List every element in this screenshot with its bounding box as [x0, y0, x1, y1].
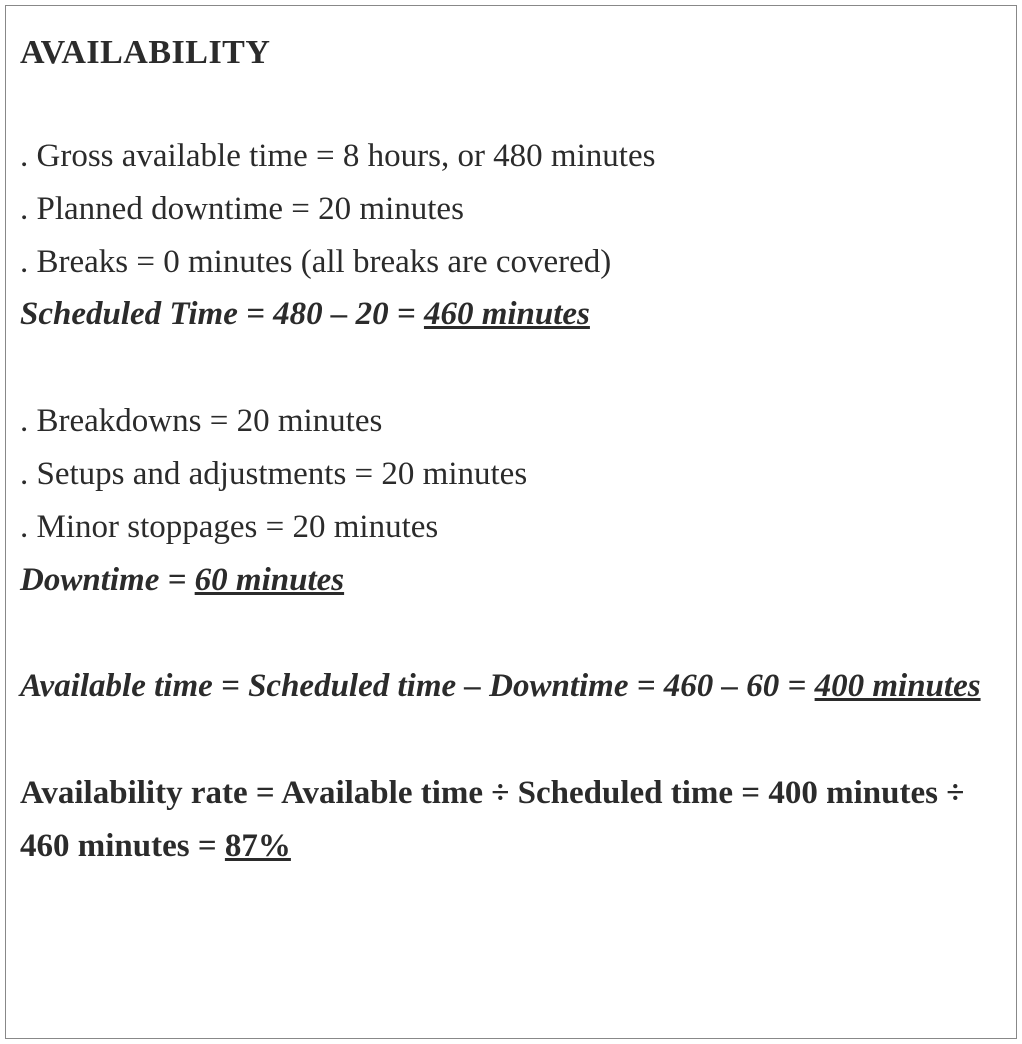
gross-available-time-line: Gross available time = 8 hours, or 480 m… [20, 130, 1002, 183]
planned-downtime-line: Planned downtime = 20 minutes [20, 183, 1002, 236]
downtime-result: 60 minutes [195, 562, 344, 598]
scheduled-time-formula: Scheduled Time = 480 – 20 = 460 minutes [20, 288, 1002, 341]
section-gap [20, 713, 1002, 767]
setups-line: Setups and adjustments = 20 minutes [20, 448, 1002, 501]
available-time-formula-pre: Available time = Scheduled time – Downti… [20, 668, 815, 704]
breakdowns-line: Breakdowns = 20 minutes [20, 395, 1002, 448]
scheduled-time-formula-pre: Scheduled Time = 480 – 20 = [20, 296, 424, 332]
breaks-line: Breaks = 0 minutes (all breaks are cover… [20, 236, 1002, 289]
availability-rate-formula-pre: Availability rate = Available time ÷ Sch… [20, 775, 964, 864]
available-time-result: 400 minutes [815, 668, 981, 704]
downtime-formula-pre: Downtime = [20, 562, 195, 598]
minor-stoppages-line: Minor stoppages = 20 minutes [20, 501, 1002, 554]
availability-rate-result: 87% [225, 828, 291, 864]
section-gap [20, 341, 1002, 395]
scheduled-time-result: 460 minutes [424, 296, 590, 332]
available-time-formula: Available time = Scheduled time – Downti… [20, 660, 1002, 713]
downtime-formula: Downtime = 60 minutes [20, 554, 1002, 607]
availability-rate-formula: Availability rate = Available time ÷ Sch… [20, 767, 1002, 873]
availability-panel: AVAILABILITY Gross available time = 8 ho… [5, 5, 1017, 1039]
section-gap [20, 606, 1002, 660]
panel-title: AVAILABILITY [20, 34, 1002, 72]
